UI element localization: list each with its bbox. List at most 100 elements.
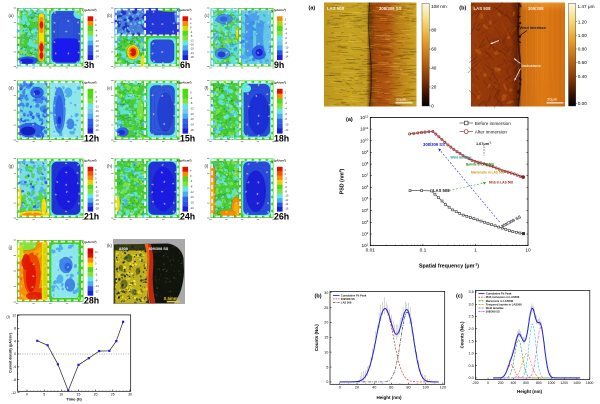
svg-text:24h: 24h xyxy=(180,212,195,222)
svg-text:9h: 9h xyxy=(274,60,284,70)
svg-text:1: 1 xyxy=(474,247,477,253)
svg-text:20: 20 xyxy=(324,321,328,325)
svg-text:(i): (i) xyxy=(205,164,209,169)
svg-text:-12: -12 xyxy=(95,189,99,193)
svg-text:-12: -12 xyxy=(95,39,99,43)
svg-text:104: 104 xyxy=(362,208,369,214)
svg-text:-8: -8 xyxy=(13,378,16,382)
svg-text:15h: 15h xyxy=(180,134,195,144)
svg-text:(f): (f) xyxy=(205,86,210,91)
svg-text:600: 600 xyxy=(523,381,529,385)
svg-text:Weld lamellae: Weld lamellae xyxy=(451,156,472,160)
svg-text:-24: -24 xyxy=(190,206,194,210)
svg-text:-16: -16 xyxy=(190,112,194,116)
svg-text:1000: 1000 xyxy=(548,381,556,385)
svg-text:3: 3 xyxy=(95,262,97,266)
svg-text:A508: A508 xyxy=(119,247,128,251)
svg-text:2: 2 xyxy=(285,168,287,172)
svg-text:(e): (e) xyxy=(107,86,113,91)
svg-text:0: 0 xyxy=(285,96,287,100)
svg-text:10: 10 xyxy=(525,247,531,253)
svg-text:-8: -8 xyxy=(285,189,288,193)
svg-text:-6: -6 xyxy=(285,112,288,116)
svg-text:1.0: 1.0 xyxy=(469,352,474,356)
svg-text:20μm: 20μm xyxy=(396,97,407,102)
svg-text:0: 0 xyxy=(190,91,192,95)
svg-text:(a): (a) xyxy=(309,6,316,12)
svg-text:0: 0 xyxy=(190,26,192,30)
svg-text:800: 800 xyxy=(536,381,542,385)
svg-text:-10: -10 xyxy=(285,45,289,49)
svg-text:-8: -8 xyxy=(95,100,98,104)
svg-text:-16: -16 xyxy=(190,195,194,199)
svg-text:Weld interface: Weld interface xyxy=(520,25,547,30)
svg-text:4: 4 xyxy=(95,172,97,176)
svg-text:0.60: 0.60 xyxy=(578,60,588,65)
svg-text:LAS 508: LAS 508 xyxy=(341,300,352,304)
svg-text:0: 0 xyxy=(339,386,341,390)
svg-text:1010: 1010 xyxy=(360,138,369,144)
svg-text:-4: -4 xyxy=(190,179,193,183)
svg-text:-4: -4 xyxy=(13,365,16,369)
svg-text:106: 106 xyxy=(362,184,369,190)
svg-text:it (μA/cm²): it (μA/cm²) xyxy=(82,81,96,86)
svg-text:-4: -4 xyxy=(285,107,288,111)
svg-text:20: 20 xyxy=(431,85,437,90)
svg-text:20: 20 xyxy=(355,386,359,390)
svg-text:-24: -24 xyxy=(95,202,99,206)
svg-text:200: 200 xyxy=(498,381,504,385)
svg-text:-8: -8 xyxy=(190,101,193,105)
svg-text:-4: -4 xyxy=(95,181,98,185)
svg-text:it (μA/cm²): it (μA/cm²) xyxy=(177,81,191,86)
svg-text:1.20: 1.20 xyxy=(578,19,588,24)
svg-text:it (μA/cm²): it (μA/cm²) xyxy=(272,8,286,13)
svg-text:4: 4 xyxy=(190,169,192,173)
svg-text:Time (h): Time (h) xyxy=(66,396,82,401)
svg-text:308/309 SS: 308/309 SS xyxy=(379,6,402,11)
svg-text:-16: -16 xyxy=(285,207,289,211)
svg-text:(l): (l) xyxy=(6,314,10,319)
svg-text:it (μA/cm²): it (μA/cm²) xyxy=(272,81,286,86)
svg-text:18h: 18h xyxy=(274,134,289,144)
svg-text:Tempered bainite in LAS508: Tempered bainite in LAS508 xyxy=(486,302,522,306)
svg-text:-8: -8 xyxy=(190,34,193,38)
svg-text:-28: -28 xyxy=(95,123,99,127)
svg-text:-28: -28 xyxy=(190,55,194,59)
svg-text:it (μA/cm²): it (μA/cm²) xyxy=(82,159,96,164)
svg-text:1011: 1011 xyxy=(360,126,368,132)
svg-text:(k): (k) xyxy=(107,243,112,248)
svg-text:308/309 SS: 308/309 SS xyxy=(486,310,500,314)
svg-text:-24: -24 xyxy=(190,123,194,127)
svg-text:-5: -5 xyxy=(95,273,98,277)
svg-text:-20: -20 xyxy=(190,117,194,121)
svg-text:25: 25 xyxy=(324,306,328,310)
svg-text:(c): (c) xyxy=(205,13,210,18)
svg-text:(c): (c) xyxy=(456,294,463,300)
svg-text:(a): (a) xyxy=(346,117,353,123)
svg-text:400: 400 xyxy=(511,381,517,385)
svg-text:100: 100 xyxy=(423,386,429,390)
svg-text:PSD (nm4): PSD (nm4) xyxy=(339,168,346,194)
svg-text:-8: -8 xyxy=(95,185,98,189)
svg-text:10: 10 xyxy=(324,350,328,354)
svg-text:0: 0 xyxy=(95,23,97,27)
svg-text:2: 2 xyxy=(285,18,287,22)
svg-text:308/309 SS: 308/309 SS xyxy=(423,142,445,147)
svg-text:0.00: 0.00 xyxy=(578,101,588,106)
svg-text:2: 2 xyxy=(285,91,287,95)
svg-text:-12: -12 xyxy=(285,50,289,54)
svg-text:1400: 1400 xyxy=(573,381,581,385)
svg-text:Before immersion: Before immersion xyxy=(475,121,511,126)
svg-text:-17: -17 xyxy=(95,290,99,294)
svg-text:-20: -20 xyxy=(95,49,99,53)
svg-text:20: 20 xyxy=(94,393,98,397)
svg-text:108: 108 xyxy=(362,161,369,167)
svg-text:Height (nm): Height (nm) xyxy=(377,395,402,400)
svg-text:20μm: 20μm xyxy=(547,97,558,102)
svg-text:-20: -20 xyxy=(95,114,99,118)
svg-text:Counts (No.): Counts (No.) xyxy=(314,324,319,351)
svg-text:-16: -16 xyxy=(190,43,194,47)
svg-text:0: 0 xyxy=(285,172,287,176)
svg-text:-4: -4 xyxy=(95,28,98,32)
svg-text:40: 40 xyxy=(431,66,437,71)
